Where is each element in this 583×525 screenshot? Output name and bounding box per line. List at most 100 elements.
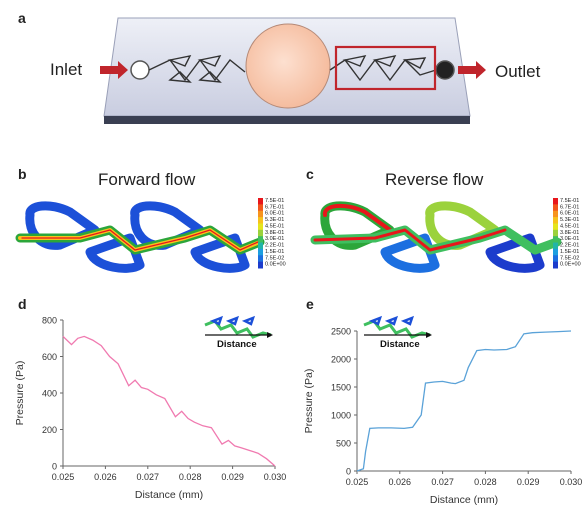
y-tick-label: 1000 [331, 411, 351, 421]
series-line [62, 335, 276, 467]
x-tick-label: 0.030 [560, 477, 583, 487]
scale-swatch [258, 248, 263, 256]
scale-swatch [258, 210, 263, 218]
inset-valve-diagram: Distance [204, 315, 273, 350]
scale-label: 6.7E-01 [265, 204, 284, 210]
outlet-hole [435, 60, 455, 80]
inlet-label: Inlet [50, 60, 83, 79]
y-tick-label: 800 [42, 316, 57, 326]
inset-distance-label: Distance [217, 339, 257, 350]
x-tick-label: 0.026 [94, 472, 117, 482]
scale-swatch [258, 204, 263, 212]
reverse-color-scale: 7.5E-016.7E-016.0E-015.3E-014.5E-013.8E-… [553, 198, 581, 269]
scale-swatch [553, 223, 558, 231]
y-tick-label: 1500 [331, 383, 351, 393]
scale-swatch [258, 261, 263, 269]
scale-label: 3.0E-01 [265, 236, 284, 242]
x-tick-label: 0.027 [431, 477, 454, 487]
inset-arrow-head [267, 332, 273, 338]
scale-label: 7.5E-02 [560, 255, 579, 261]
outlet-arrow [458, 61, 486, 79]
y-tick-label: 0 [52, 462, 57, 472]
scale-label: 2.2E-01 [265, 243, 284, 249]
x-tick-label: 0.025 [52, 472, 75, 482]
panel-letter-b: b [18, 166, 27, 182]
panel-letter-c: c [306, 166, 314, 182]
scale-swatch [258, 223, 263, 231]
scale-swatch [553, 210, 558, 218]
scale-swatch [553, 248, 558, 256]
scale-swatch [553, 242, 558, 250]
outlet-label: Outlet [495, 62, 541, 81]
scale-label: 6.7E-01 [560, 204, 579, 210]
scale-swatch [553, 217, 558, 224]
y-tick-label: 2000 [331, 355, 351, 365]
scale-label: 3.0E-01 [560, 236, 579, 242]
scale-swatch [553, 229, 558, 237]
device-illustration [100, 17, 486, 124]
scale-label: 0.0E+00 [560, 262, 581, 268]
x-axis-label: Distance (mm) [135, 489, 203, 501]
tesla-valve-right [329, 55, 437, 82]
y-tick-label: 600 [42, 352, 57, 362]
central-chamber [245, 23, 331, 109]
valve-loops-lower [85, 233, 250, 273]
x-tick-label: 0.029 [517, 477, 540, 487]
x-tick-label: 0.025 [346, 477, 369, 487]
y-tick-label: 2500 [331, 327, 351, 337]
scale-label: 0.0E+00 [265, 262, 286, 268]
scale-swatch [258, 236, 263, 244]
panel-letter-d: d [18, 296, 27, 312]
scale-label: 7.5E-01 [560, 198, 579, 204]
x-tick-label: 0.028 [179, 472, 202, 482]
scale-swatch [258, 255, 263, 263]
scale-swatch [553, 204, 558, 212]
reverse-flow-title: Reverse flow [385, 170, 484, 189]
scale-label: 4.5E-01 [265, 223, 284, 229]
forward-color-scale: 7.5E-016.7E-016.0E-015.3E-014.5E-013.8E-… [258, 198, 286, 269]
scale-swatch [258, 242, 263, 250]
y-tick-label: 500 [336, 439, 351, 449]
tesla-valve-left [148, 55, 246, 83]
x-tick-label: 0.026 [389, 477, 412, 487]
x-tick-label: 0.028 [474, 477, 497, 487]
scale-swatch [553, 255, 558, 263]
scale-label: 3.8E-01 [560, 230, 579, 236]
chart-e: 0 500 1000 1500 2000 2500 0.025 0.026 0.027 0.028… [303, 315, 583, 506]
scale-label: 6.0E-01 [265, 211, 284, 217]
highlight-box [334, 45, 437, 91]
scale-label: 7.5E-02 [265, 255, 284, 261]
scale-swatch [258, 198, 263, 205]
inset-arrow-head [426, 332, 432, 338]
inset-distance-label: Distance [380, 339, 420, 350]
inlet-arrow [100, 61, 128, 79]
y-tick-label: 200 [42, 425, 57, 435]
inset-loops [368, 315, 415, 326]
scale-label: 5.3E-01 [560, 217, 579, 223]
scale-swatch [258, 217, 263, 224]
scale-label: 7.5E-01 [265, 198, 284, 204]
reverse-flow-simulation: 7.5E-016.7E-016.0E-015.3E-014.5E-013.8E-… [310, 198, 581, 273]
y-axis-label: Pressure (Pa) [303, 369, 315, 434]
x-axis-label: Distance (mm) [430, 494, 498, 506]
scale-swatch [258, 229, 263, 237]
series-line [356, 330, 572, 472]
chart-d: 0 200 400 600 800 0.025 0.026 0.027 0.028 0.029 0.… [14, 315, 287, 502]
x-tick-label: 0.027 [137, 472, 160, 482]
scale-label: 4.5E-01 [560, 223, 579, 229]
scale-swatch [553, 261, 558, 269]
panel-letter-a: a [18, 10, 26, 26]
inset-valve-diagram: Distance [363, 315, 432, 350]
y-axis-label: Pressure (Pa) [14, 361, 26, 426]
x-tick-label: 0.029 [221, 472, 244, 482]
inlet-hole [130, 60, 150, 80]
scale-swatch [553, 198, 558, 205]
forward-flow-title: Forward flow [98, 170, 196, 189]
panel-letter-e: e [306, 296, 314, 312]
y-tick-label: 400 [42, 389, 57, 399]
scale-label: 2.2E-01 [560, 243, 579, 249]
scale-label: 1.5E-01 [265, 249, 284, 255]
inset-loops [209, 315, 256, 326]
scale-label: 3.8E-01 [265, 230, 284, 236]
x-tick-label: 0.030 [264, 472, 287, 482]
